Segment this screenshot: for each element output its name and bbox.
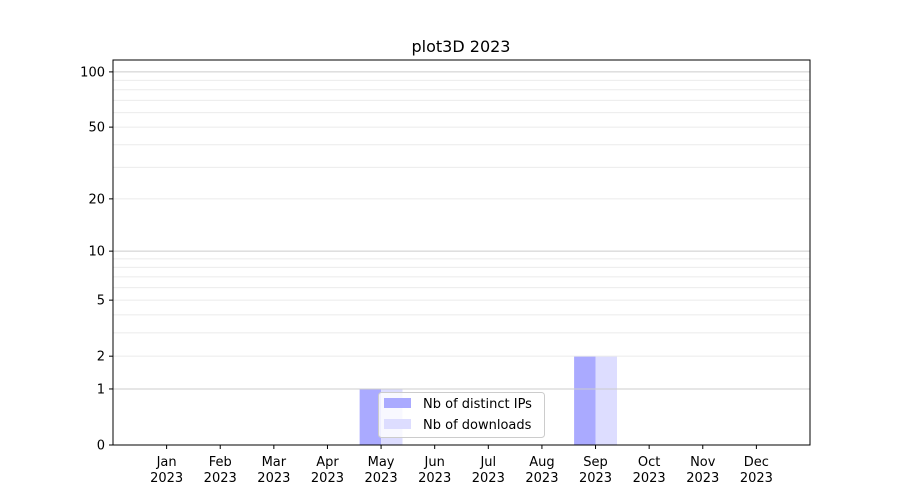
x-tick-label: 2023 — [365, 471, 398, 486]
x-tick-label: Jan — [156, 455, 177, 470]
legend-swatch — [384, 398, 411, 408]
x-tick-label: Jul — [479, 455, 496, 470]
y-tick-label: 1 — [97, 382, 105, 397]
y-tick-label: 5 — [97, 294, 105, 309]
bar-downloads — [595, 356, 617, 445]
x-tick-label: 2023 — [150, 471, 183, 486]
y-tick-label: 10 — [88, 245, 105, 260]
bar-distinct-ips — [359, 388, 382, 445]
x-tick-label: May — [368, 455, 395, 470]
x-tick-label: Aug — [529, 455, 554, 470]
x-tick-label: 2023 — [257, 471, 290, 486]
x-tick-label: Oct — [638, 455, 660, 470]
x-tick-label: 2023 — [204, 471, 237, 486]
legend-box — [378, 392, 545, 438]
legend: Nb of distinct IPs Nb of downloads — [378, 392, 545, 438]
x-tick-label: Apr — [316, 455, 339, 470]
y-tick-label: 20 — [88, 192, 105, 207]
x-tick-label: Mar — [262, 455, 287, 470]
x-tick-label: Jun — [424, 455, 445, 470]
x-tick-label: 2023 — [686, 471, 719, 486]
y-tick-label: 100 — [80, 65, 105, 80]
x-tick-label: Sep — [583, 455, 608, 470]
y-tick-label: 0 — [97, 439, 105, 454]
x-tick-label: 2023 — [472, 471, 505, 486]
y-tick-label: 2 — [97, 350, 105, 365]
chart-title: plot3D 2023 — [412, 37, 511, 56]
x-tick-label: Dec — [744, 455, 769, 470]
x-tick-label: 2023 — [633, 471, 666, 486]
bar-distinct-ips — [574, 356, 596, 445]
y-tick-label: 50 — [88, 121, 105, 136]
x-tick-label: 2023 — [579, 471, 612, 486]
x-tick-label: 2023 — [311, 471, 344, 486]
plot-frame — [112, 59, 811, 446]
legend-swatch — [384, 419, 411, 429]
legend-label: Nb of distinct IPs — [423, 397, 532, 412]
x-tick-label: 2023 — [740, 471, 773, 486]
x-tick-label: Nov — [690, 455, 716, 470]
x-tick-label: 2023 — [418, 471, 451, 486]
x-tick-label: Feb — [209, 455, 232, 470]
x-tick-label: 2023 — [525, 471, 558, 486]
legend-label: Nb of downloads — [423, 418, 532, 433]
